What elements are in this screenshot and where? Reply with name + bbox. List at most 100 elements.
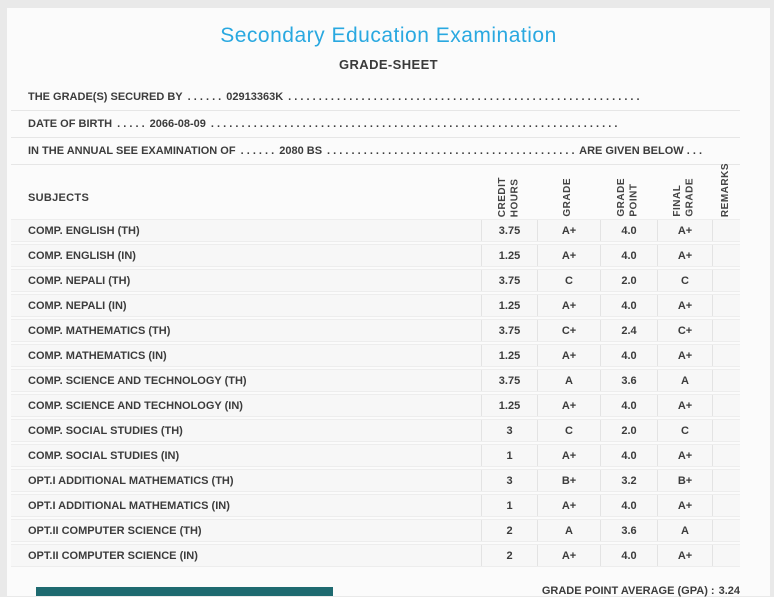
remarks-cell — [712, 345, 740, 366]
table-row: COMP. ENGLISH (TH) 3.75 A+ 4.0 A+ — [11, 219, 740, 242]
table-row: COMP. NEPALI (TH) 3.75 C 2.0 C — [11, 269, 740, 292]
grade-point-cell: 2.0 — [600, 270, 657, 291]
remarks-header-label: REMARKS — [719, 162, 731, 217]
final-grade-cell: A+ — [657, 345, 712, 366]
subject-cell: OPT.II COMPUTER SCIENCE (IN) — [28, 549, 198, 562]
credit-hours-column-header: CREDIT HOURS — [481, 177, 537, 217]
grade-point-cell: 3.6 — [600, 520, 657, 541]
remarks-cell — [712, 220, 740, 241]
subject-cell: COMP. SCIENCE AND TECHNOLOGY (TH) — [28, 374, 247, 387]
grade-cell: A+ — [537, 445, 600, 466]
table-row: OPT.II COMPUTER SCIENCE (TH) 2 A 3.6 A — [11, 519, 740, 542]
remarks-cell — [712, 395, 740, 416]
grade-point-cell: 4.0 — [600, 545, 657, 566]
final-grade-cell: A+ — [657, 545, 712, 566]
dots-separator: . . . . . — [117, 118, 145, 130]
grade-cell: A+ — [537, 245, 600, 266]
final-grade-cell: A — [657, 370, 712, 391]
final-grade-cell: C — [657, 270, 712, 291]
exam-year-value: 2080 BS — [279, 145, 323, 157]
table-row: OPT.II COMPUTER SCIENCE (IN) 2 A+ 4.0 A+ — [11, 544, 740, 567]
grade-cell: A+ — [537, 495, 600, 516]
info-suffix: ARE GIVEN BELOW . . . — [579, 145, 702, 157]
grade-point-cell: 4.0 — [600, 245, 657, 266]
table-row: OPT.I ADDITIONAL MATHEMATICS (IN) 1 A+ 4… — [11, 494, 740, 517]
grade-point-cell: 4.0 — [600, 445, 657, 466]
subject-cell: COMP. MATHEMATICS (IN) — [28, 349, 167, 362]
grade-cell: A+ — [537, 545, 600, 566]
subject-cell: COMP. NEPALI (IN) — [28, 299, 127, 312]
credit-hours-cell: 2 — [481, 545, 537, 566]
page-title: Secondary Education Examination — [220, 24, 557, 47]
grade-sheet-content: THE GRADE(S) SECURED BY . . . . . . 0291… — [11, 84, 740, 597]
credit-hours-cell: 1 — [481, 445, 537, 466]
credit-hours-cell: 2 — [481, 520, 537, 541]
table-header: SUBJECTS CREDIT HOURS GRADE GRADE POINT … — [11, 163, 740, 219]
remarks-cell — [712, 245, 740, 266]
dots-filler: . . . . . . . . . . . . . . . . . . . . … — [210, 118, 620, 130]
final-grade-cell: A+ — [657, 295, 712, 316]
credit-hours-cell: 3.75 — [481, 220, 537, 241]
grade-cell: A+ — [537, 345, 600, 366]
subject-cell: OPT.I ADDITIONAL MATHEMATICS (TH) — [28, 474, 234, 487]
remarks-cell — [712, 295, 740, 316]
credit-hours-cell: 3 — [481, 420, 537, 441]
info-line-candidate: THE GRADE(S) SECURED BY . . . . . . 0291… — [11, 84, 740, 111]
remarks-column-header: REMARKS — [712, 163, 740, 217]
info-line-dob: DATE OF BIRTH . . . . . 2066-08-09 . . .… — [11, 111, 740, 138]
credit-hours-cell: 3 — [481, 470, 537, 491]
final-grade-header-label: FINAL GRADE — [672, 178, 696, 217]
final-grade-cell: C+ — [657, 320, 712, 341]
final-grade-column-header: FINAL GRADE — [657, 178, 712, 217]
grade-cell: A — [537, 520, 600, 541]
grade-sheet-subtitle: GRADE-SHEET — [338, 57, 439, 72]
table-row: COMP. SOCIAL STUDIES (TH) 3 C 2.0 C — [11, 419, 740, 442]
credit-hours-cell: 3.75 — [481, 320, 537, 341]
grade-point-cell: 4.0 — [600, 295, 657, 316]
grade-point-cell: 3.2 — [600, 470, 657, 491]
subjects-column-header: SUBJECTS — [28, 192, 90, 204]
subject-cell: OPT.II COMPUTER SCIENCE (TH) — [28, 524, 202, 537]
grade-point-cell: 2.0 — [600, 420, 657, 441]
table-row: COMP. MATHEMATICS (TH) 3.75 C+ 2.4 C+ — [11, 319, 740, 342]
remarks-cell — [712, 520, 740, 541]
info-label: DATE OF BIRTH — [28, 118, 113, 130]
final-grade-cell: A+ — [657, 220, 712, 241]
dots-filler: . . . . . . . . . . . . . . . . . . . . … — [327, 145, 574, 157]
gpa-label: GRADE POINT AVERAGE (GPA) : — [541, 585, 715, 597]
grade-point-cell: 2.4 — [600, 320, 657, 341]
subject-cell: COMP. SCIENCE AND TECHNOLOGY (IN) — [28, 399, 243, 412]
subject-cell: COMP. ENGLISH (TH) — [28, 224, 140, 237]
table-row: COMP. NEPALI (IN) 1.25 A+ 4.0 A+ — [11, 294, 740, 317]
remarks-cell — [712, 270, 740, 291]
remarks-cell — [712, 495, 740, 516]
grade-cell: A+ — [537, 220, 600, 241]
grade-cell: C — [537, 270, 600, 291]
credit-hours-cell: 1 — [481, 495, 537, 516]
subject-cell: COMP. MATHEMATICS (TH) — [28, 324, 171, 337]
final-grade-cell: A+ — [657, 395, 712, 416]
table-row: COMP. MATHEMATICS (IN) 1.25 A+ 4.0 A+ — [11, 344, 740, 367]
remarks-cell — [712, 445, 740, 466]
grade-point-cell: 4.0 — [600, 220, 657, 241]
grade-point-column-header: GRADE POINT — [600, 178, 657, 217]
grade-cell: A+ — [537, 295, 600, 316]
subject-cell: OPT.I ADDITIONAL MATHEMATICS (IN) — [28, 499, 230, 512]
credit-hours-cell: 1.25 — [481, 345, 537, 366]
credit-hours-cell: 1.25 — [481, 295, 537, 316]
subject-cell: COMP. ENGLISH (IN) — [28, 249, 136, 262]
table-row: COMP. ENGLISH (IN) 1.25 A+ 4.0 A+ — [11, 244, 740, 267]
remarks-cell — [712, 420, 740, 441]
grade-cell: C — [537, 420, 600, 441]
table-row: COMP. SOCIAL STUDIES (IN) 1 A+ 4.0 A+ — [11, 444, 740, 467]
grade-point-cell: 4.0 — [600, 345, 657, 366]
credit-hours-header-label: CREDIT HOURS — [496, 176, 521, 217]
info-lines: THE GRADE(S) SECURED BY . . . . . . 0291… — [11, 84, 740, 165]
credit-hours-cell: 1.25 — [481, 245, 537, 266]
info-label: IN THE ANNUAL SEE EXAMINATION OF — [28, 145, 236, 157]
grade-cell: A+ — [537, 395, 600, 416]
final-grade-cell: B+ — [657, 470, 712, 491]
table-row: COMP. SCIENCE AND TECHNOLOGY (IN) 1.25 A… — [11, 394, 740, 417]
gpa-value: 3.24 — [718, 585, 740, 597]
grades-table-body: COMP. ENGLISH (TH) 3.75 A+ 4.0 A+ COMP. … — [11, 219, 740, 567]
